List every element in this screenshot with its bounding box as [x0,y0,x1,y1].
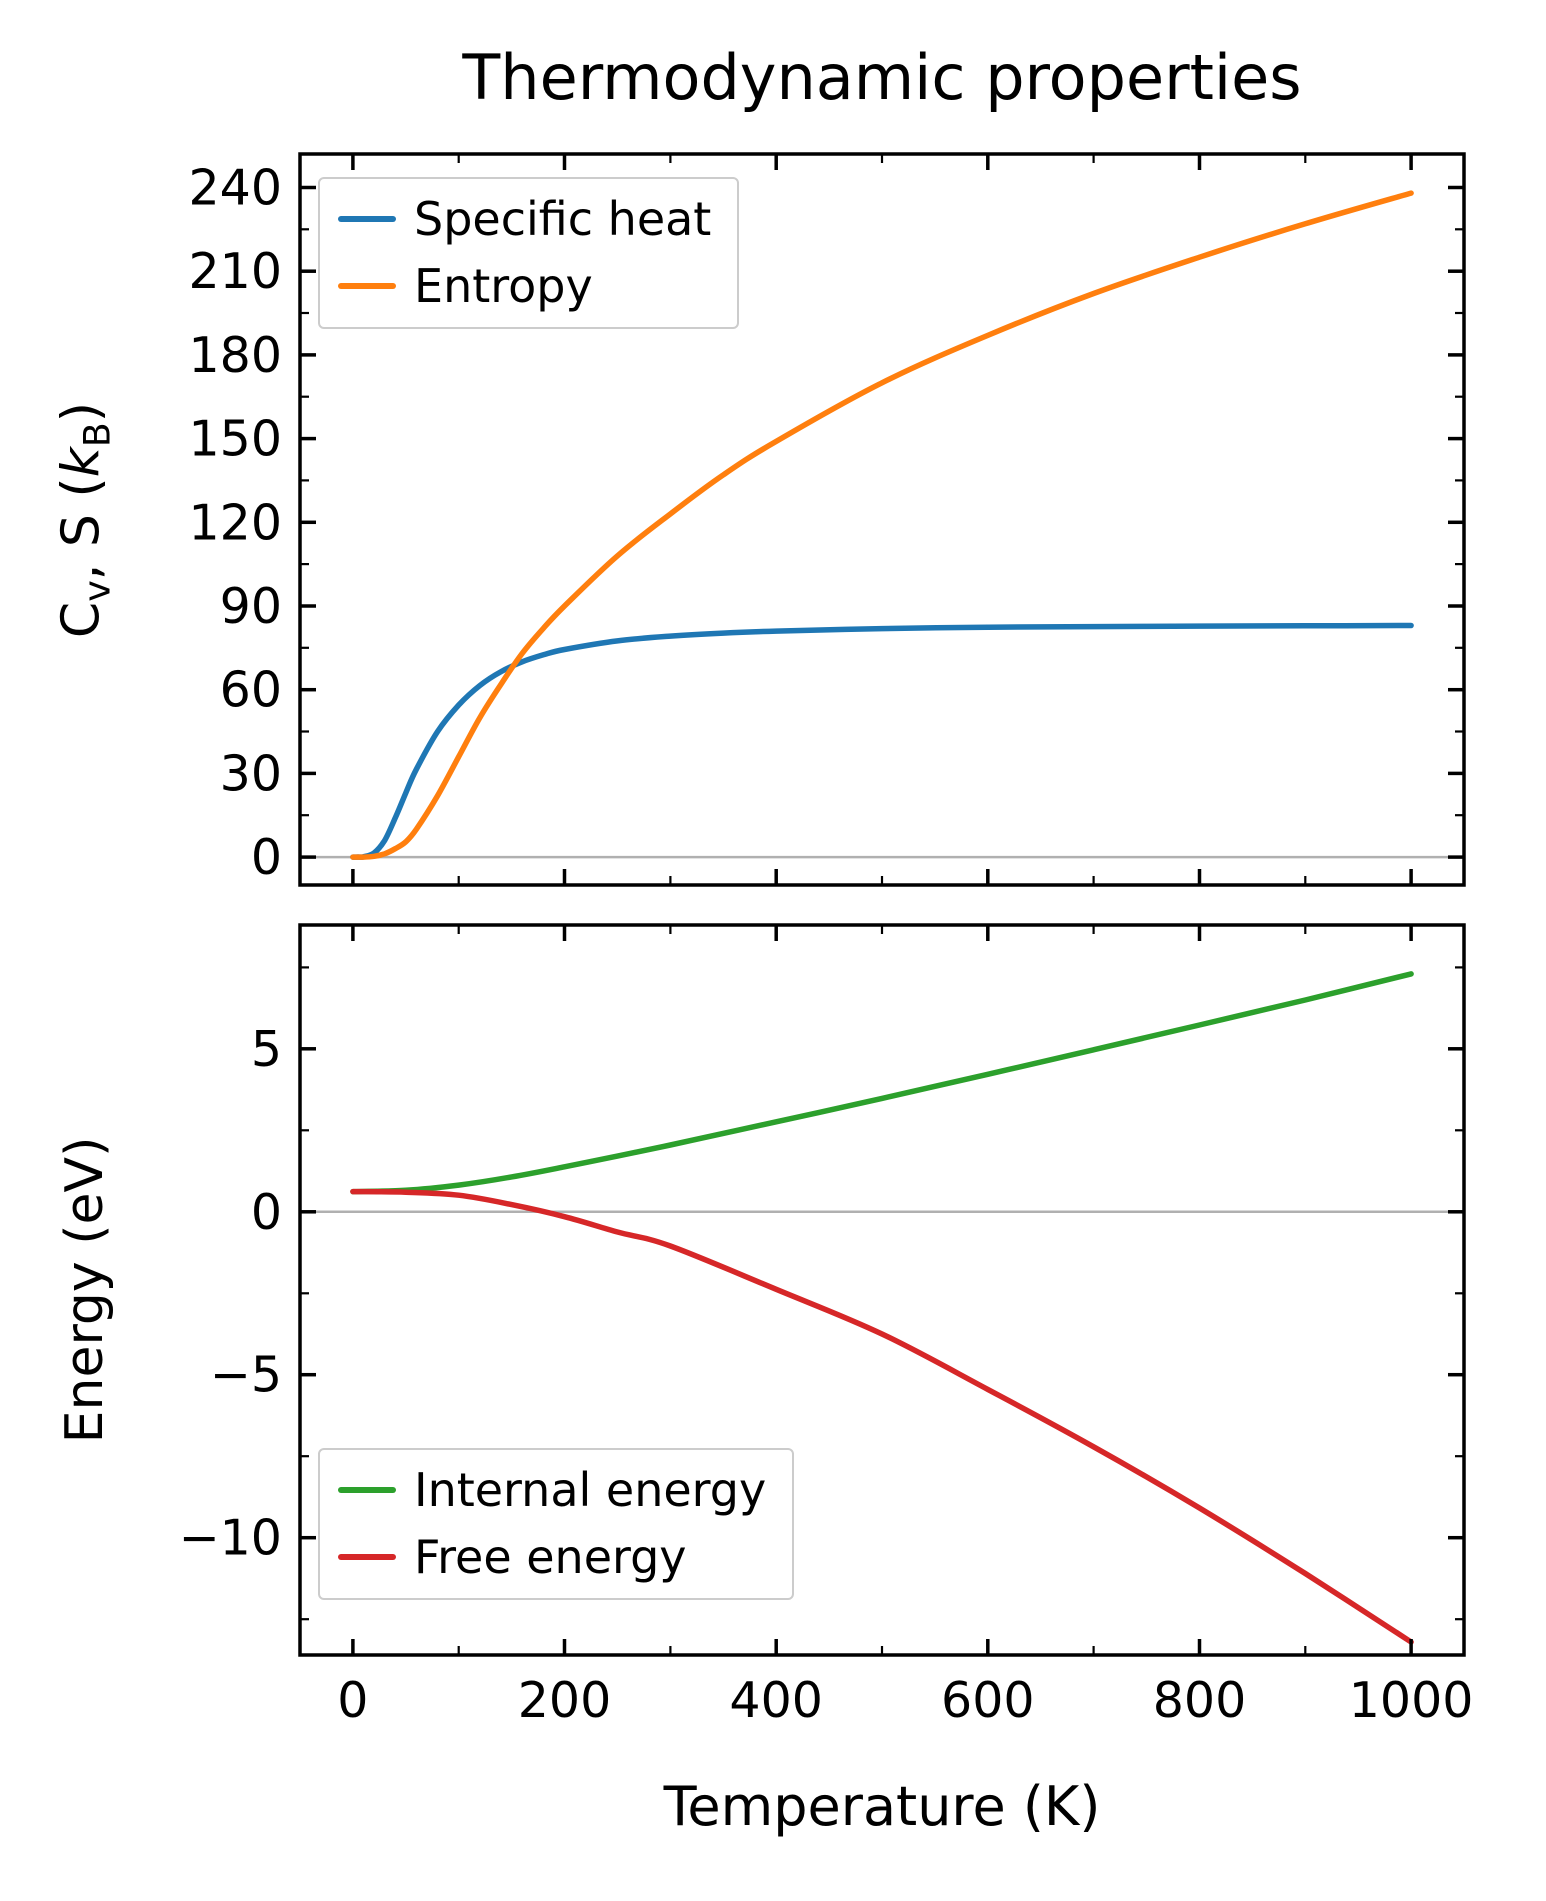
y-tick-label: 150 [188,411,282,468]
x-tick-label: 600 [941,1672,1035,1729]
legend-line-free-energy [338,1554,396,1561]
axis-ticks [300,154,1464,885]
x-axis-label: Temperature (K) [663,1775,1101,1838]
y-tick-label: 5 [251,1021,282,1078]
chart-title: Thermodynamic properties [462,41,1302,114]
y-tick-label: 180 [188,327,282,384]
y-tick-label: 240 [188,160,282,217]
legend-item-entropy: Entropy [338,258,711,313]
y-tick-label: 120 [188,494,282,551]
x-tick-label: 0 [337,1672,368,1729]
bottom-y-axis-label: Energy (eV) [55,1136,115,1444]
legend-item-free-energy: Free energy [338,1529,766,1584]
legend-line-internal-energy [338,1487,396,1494]
subplot-1: −10 −5 0 5 0 200 400 600 800 1000 [179,923,1474,1729]
y-tick-label: −10 [179,1510,282,1567]
series-line-internal-energy [350,971,1414,1195]
series-line-specific-heat [350,622,1414,860]
x-tick-label: 800 [1153,1672,1247,1729]
series-line-free-energy [350,1188,1414,1645]
legend-item-specific-heat: Specific heat [338,193,711,246]
legend-label-specific-heat: Specific heat [414,192,712,246]
tick-labels: −10 −5 0 5 0 200 400 600 800 1000 [179,1021,1474,1729]
top-legend: Specific heat Entropy [318,177,740,329]
y-tick-label: 0 [251,829,282,886]
legend-label-internal-energy: Internal energy [414,1463,767,1517]
series-line-entropy [350,190,1414,860]
bottom-legend: Internal energy Free energy [318,1448,795,1600]
axes-frame [298,923,1466,1657]
legend-label-free-energy: Free energy [414,1529,687,1584]
y-tick-label: 60 [220,662,282,719]
legend-item-internal-energy: Internal energy [338,1464,766,1517]
x-tick-label: 1000 [1349,1672,1474,1729]
tick-labels: 0 30 60 90 120 150 180 210 240 [188,160,282,887]
legend-line-entropy [338,283,396,290]
y-tick-label: 90 [220,578,282,635]
y-tick-label: 30 [220,745,282,802]
x-tick-label: 200 [518,1672,612,1729]
subplot-0: 0 30 60 90 120 150 180 210 240 [188,152,1466,887]
axes-frame [298,152,1466,887]
y-tick-label: −5 [210,1347,282,1404]
y-tick-label: 210 [188,243,282,300]
x-tick-label: 400 [729,1672,823,1729]
y-tick-label: 0 [251,1184,282,1241]
top-y-axis-label: Cv, S (kB) [51,401,119,639]
legend-line-specific-heat [338,216,396,223]
legend-label-entropy: Entropy [414,258,593,313]
